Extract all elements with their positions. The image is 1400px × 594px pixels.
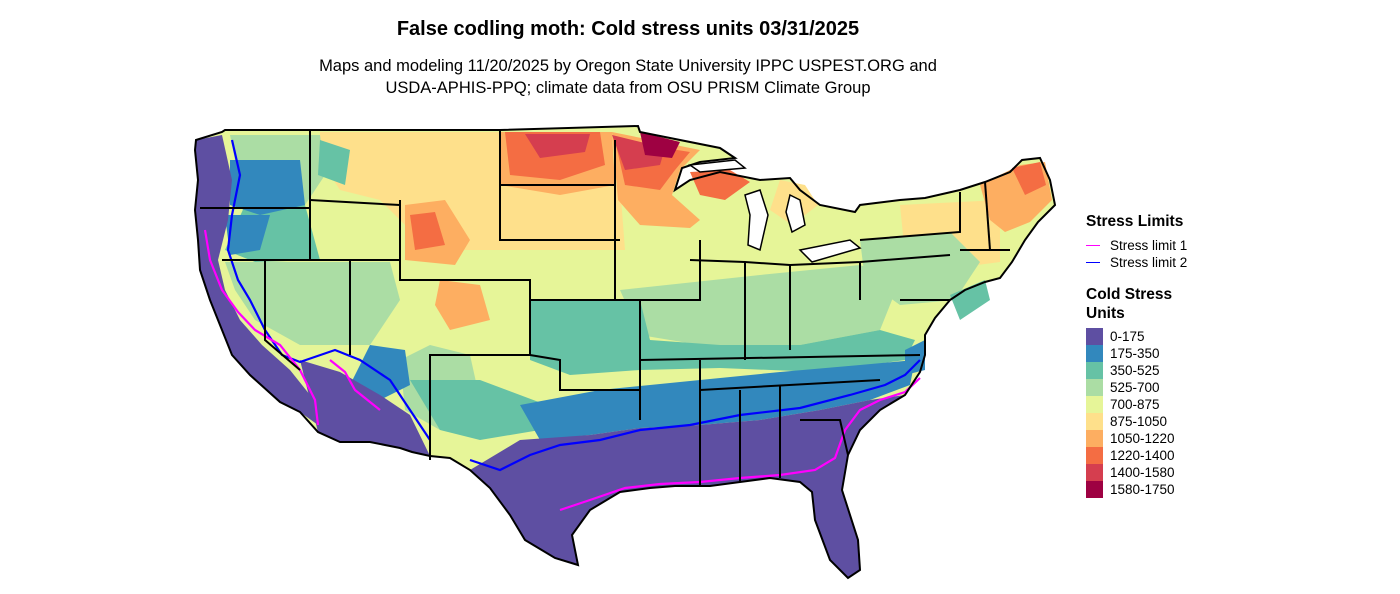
bin-swatch	[1086, 362, 1103, 379]
limit-line-swatch	[1086, 262, 1100, 263]
legend-limits: Stress limit 1 Stress limit 2	[1086, 237, 1286, 271]
bin-swatch	[1086, 328, 1103, 345]
bin-swatch	[1086, 430, 1103, 447]
bin-label: 350-525	[1110, 363, 1160, 378]
legend-bins: 0-175 175-350 350-525 525-700 700-875 87…	[1086, 328, 1286, 498]
bin-swatch	[1086, 345, 1103, 362]
bin-label: 525-700	[1110, 380, 1160, 395]
bin-label: 1580-1750	[1110, 482, 1175, 497]
legend-limits-title: Stress Limits	[1086, 213, 1184, 230]
bin-swatch	[1086, 447, 1103, 464]
legend-bin-row: 1580-1750	[1086, 481, 1286, 498]
bin-swatch	[1086, 481, 1103, 498]
subtitle-line-2: USDA-APHIS-PPQ; climate data from OSU PR…	[385, 79, 871, 97]
legend-bin-row: 350-525	[1086, 362, 1286, 379]
legend-bin-row: 875-1050	[1086, 413, 1286, 430]
legend-bin-row: 175-350	[1086, 345, 1286, 362]
legend-bin-row: 1400-1580	[1086, 464, 1286, 481]
subtitle-line-1: Maps and modeling 11/20/2025 by Oregon S…	[319, 57, 937, 75]
legend-bin-row: 1050-1220	[1086, 430, 1286, 447]
bin-swatch	[1086, 379, 1103, 396]
bin-label: 1050-1220	[1110, 431, 1175, 446]
legend-bin-row: 1220-1400	[1086, 447, 1286, 464]
bin-label: 175-350	[1110, 346, 1160, 361]
limit-label: Stress limit 1	[1110, 238, 1188, 253]
stress-limit-1-line	[203, 229, 921, 512]
legend-limit-row: Stress limit 2	[1086, 254, 1286, 271]
state-boundaries	[193, 124, 1057, 580]
stress-limit-2-line	[226, 139, 921, 472]
bin-swatch	[1086, 464, 1103, 481]
bin-label: 1400-1580	[1110, 465, 1175, 480]
legend-bin-row: 525-700	[1086, 379, 1286, 396]
legend-units-title: Cold Stress Units	[1086, 286, 1173, 322]
limit-line-swatch	[1086, 245, 1100, 246]
zone-1580-1750	[640, 132, 680, 158]
bin-swatch	[1086, 396, 1103, 413]
map-subtitle: Maps and modeling 11/20/2025 by Oregon S…	[0, 55, 1256, 99]
legend-limit-row: Stress limit 1	[1086, 237, 1286, 254]
bin-label: 875-1050	[1110, 414, 1168, 429]
limit-label: Stress limit 2	[1110, 255, 1188, 270]
bin-label: 1220-1400	[1110, 448, 1175, 463]
map-legend: Stress Limits Stress limit 1 Stress limi…	[1086, 212, 1286, 498]
bin-label: 700-875	[1110, 397, 1160, 412]
zone-1400-1580	[525, 134, 665, 170]
legend-bin-row: 0-175	[1086, 328, 1286, 345]
bin-label: 0-175	[1110, 329, 1145, 344]
great-lakes	[687, 159, 862, 263]
map-title: False codling moth: Cold stress units 03…	[396, 18, 860, 40]
bin-swatch	[1086, 413, 1103, 430]
legend-bin-row: 700-875	[1086, 396, 1286, 413]
